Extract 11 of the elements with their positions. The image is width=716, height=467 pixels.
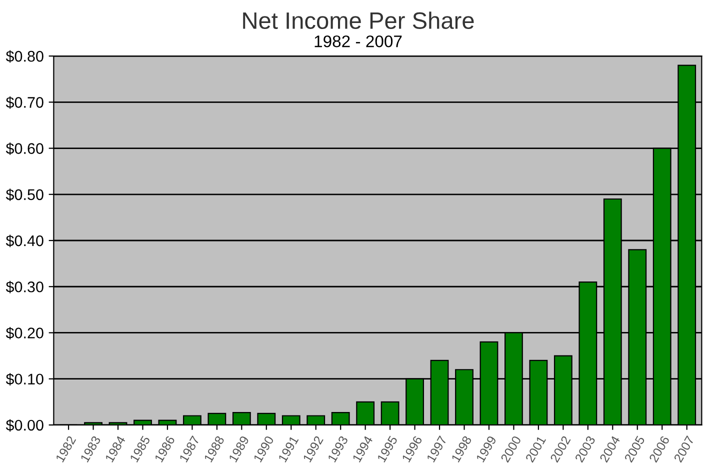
y-tick-label: $0.60 xyxy=(6,142,44,155)
y-tick-label: $0.50 xyxy=(6,188,44,201)
y-tick-label: $0.00 xyxy=(6,419,44,432)
y-tick-label: $0.10 xyxy=(6,373,44,386)
y-tick-label: $0.40 xyxy=(6,234,44,248)
y-tick-label: $0.20 xyxy=(6,326,44,340)
chart-subtitle: 1982 - 2007 xyxy=(314,35,402,48)
y-tick-label: $0.80 xyxy=(6,50,44,63)
chart-title: Net Income Per Share xyxy=(243,12,474,30)
y-tick-label: $0.70 xyxy=(6,96,44,109)
y-tick-label: $0.30 xyxy=(6,280,44,294)
